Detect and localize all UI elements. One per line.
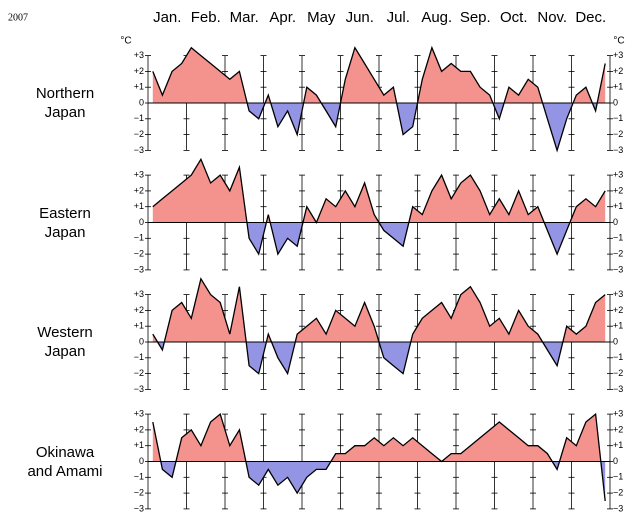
positive-area: [152, 278, 606, 342]
month-label: Jan.: [153, 9, 181, 26]
y-tick-label: +3: [613, 408, 623, 418]
y-tick-label: +1: [613, 201, 623, 211]
y-tick-label: +3: [134, 169, 144, 179]
month-label: Sep.: [460, 9, 491, 26]
y-tick-label: +1: [134, 440, 144, 450]
y-tick-label: 0: [139, 97, 144, 107]
negative-area: [152, 103, 606, 151]
y-tick-label: 0: [613, 97, 618, 107]
y-tick-label: +2: [134, 424, 144, 434]
y-tick-label: 0: [139, 456, 144, 466]
y-tick-label: +2: [613, 66, 623, 76]
y-tick-label: 0: [613, 217, 618, 227]
region-label: Northern Japan: [35, 85, 95, 121]
month-label: Oct.: [500, 9, 528, 26]
y-tick-label: −1: [613, 352, 623, 362]
anomaly-line: [152, 412, 606, 502]
y-tick-label: +2: [613, 305, 623, 315]
y-tick-label: −1: [613, 233, 623, 243]
y-tick-label: +2: [613, 185, 623, 195]
y-tick-label: +3: [134, 289, 144, 299]
y-tick-label: −2: [134, 487, 144, 497]
negative-area: [152, 461, 606, 501]
y-tick-label: −2: [134, 248, 144, 258]
y-tick-label: −1: [134, 233, 144, 243]
region-label: Okinawa and Amami: [27, 443, 103, 480]
y-tick-label: 0: [139, 217, 144, 227]
region-label: Eastern Japan: [39, 204, 91, 241]
month-label: Jul.: [387, 9, 410, 26]
y-tick-label: 0: [613, 456, 618, 466]
y-tick-label: −2: [134, 368, 144, 378]
positive-area: [152, 414, 606, 462]
unit-label: °C: [613, 36, 624, 47]
anomaly-line: [152, 157, 606, 256]
y-tick-label: −2: [613, 368, 623, 378]
y-tick-label: +3: [134, 408, 144, 418]
y-tick-label: −2: [613, 248, 623, 258]
y-tick-label: +2: [134, 185, 144, 195]
negative-area: [152, 222, 606, 255]
y-tick-label: +1: [134, 82, 144, 92]
anomaly-line: [152, 277, 606, 376]
y-tick-label: −3: [613, 503, 623, 513]
y-tick-label: −1: [134, 113, 144, 123]
month-label: Aug.: [421, 9, 452, 26]
y-tick-label: +3: [613, 289, 623, 299]
y-tick-label: +3: [613, 169, 623, 179]
anomaly-line: [152, 45, 606, 153]
positive-area: [152, 159, 606, 223]
y-tick-label: +2: [613, 424, 623, 434]
month-label: Dec.: [575, 9, 606, 26]
y-tick-label: −2: [134, 129, 144, 139]
y-tick-label: +2: [134, 305, 144, 315]
year-label: 2007: [8, 12, 28, 23]
y-tick-label: +3: [613, 50, 623, 60]
month-label: Nov.: [537, 9, 567, 26]
month-label: Jun.: [346, 9, 374, 26]
y-tick-label: +1: [134, 201, 144, 211]
y-tick-label: −2: [613, 487, 623, 497]
month-label: Apr.: [269, 9, 296, 26]
y-tick-label: +2: [134, 66, 144, 76]
month-label: Feb.: [191, 9, 221, 26]
y-tick-label: −3: [613, 145, 623, 155]
y-tick-label: +1: [613, 82, 623, 92]
y-tick-label: +3: [134, 50, 144, 60]
y-tick-label: −1: [134, 352, 144, 362]
y-tick-label: −2: [613, 129, 623, 139]
y-tick-label: −3: [134, 264, 144, 274]
y-tick-label: +1: [134, 321, 144, 331]
y-tick-label: −3: [134, 384, 144, 394]
y-tick-label: +1: [613, 440, 623, 450]
y-tick-label: −3: [613, 264, 623, 274]
unit-label: °C: [120, 36, 131, 47]
y-tick-label: −3: [613, 384, 623, 394]
y-tick-label: 0: [139, 336, 144, 346]
y-tick-label: −3: [134, 145, 144, 155]
y-tick-label: −1: [613, 113, 623, 123]
region-label: Western Japan: [37, 324, 93, 360]
positive-area: [152, 47, 606, 103]
y-tick-label: −3: [134, 503, 144, 513]
month-label: Mar.: [230, 9, 259, 26]
month-label: May: [307, 9, 336, 26]
y-tick-label: +1: [613, 321, 623, 331]
y-tick-label: −1: [613, 472, 623, 482]
y-tick-label: −1: [134, 472, 144, 482]
negative-area: [152, 342, 606, 374]
y-tick-label: 0: [613, 336, 618, 346]
